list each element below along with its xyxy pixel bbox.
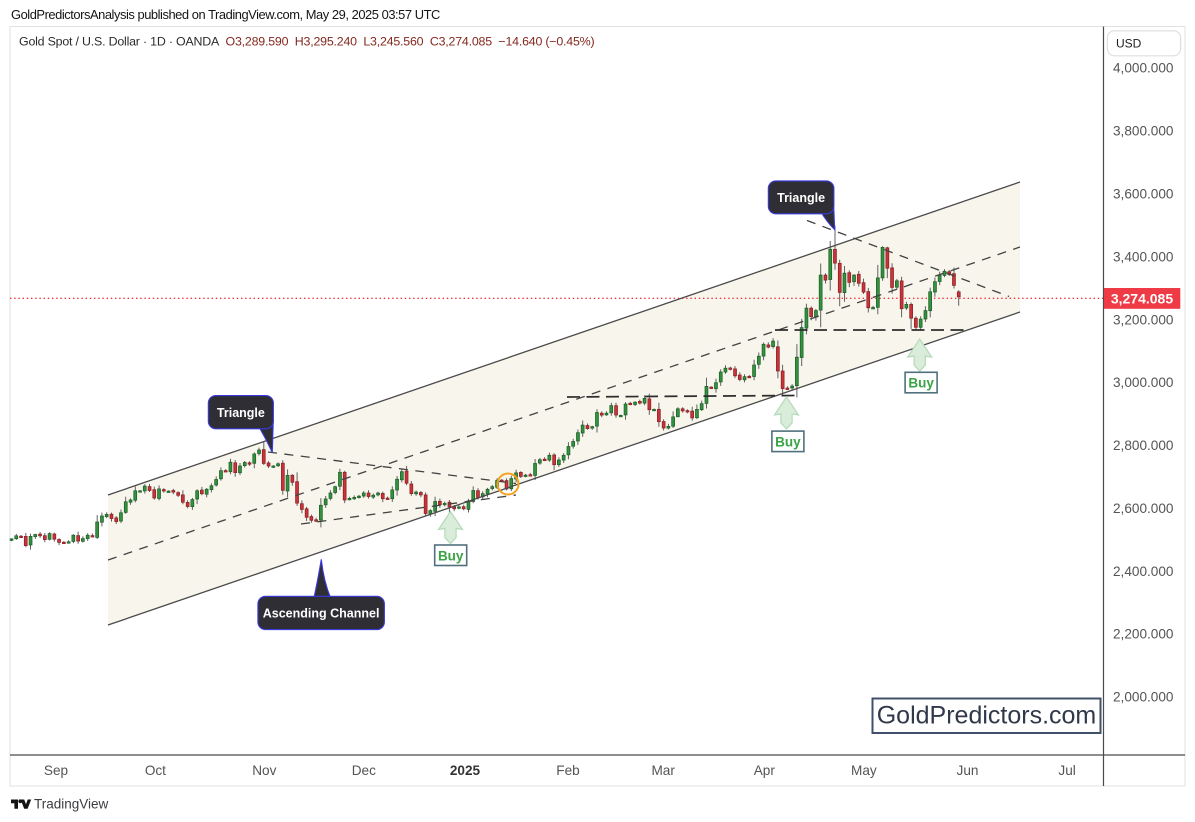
- svg-text:2,200.000: 2,200.000: [1113, 627, 1174, 642]
- svg-text:Apr: Apr: [754, 763, 776, 778]
- svg-text:GoldPredictors.com: GoldPredictors.com: [877, 702, 1097, 730]
- svg-text:Mar: Mar: [651, 763, 675, 778]
- svg-text:Nov: Nov: [252, 763, 276, 778]
- svg-text:Triangle: Triangle: [777, 191, 825, 205]
- svg-text:3,200.000: 3,200.000: [1113, 312, 1174, 327]
- svg-text:Feb: Feb: [556, 763, 579, 778]
- svg-text:Gold Spot / U.S. Dollar · 1D ·: Gold Spot / U.S. Dollar · 1D · OANDA O3,…: [19, 35, 594, 49]
- svg-text:May: May: [851, 763, 877, 778]
- svg-text:2025: 2025: [450, 763, 481, 778]
- svg-text:Buy: Buy: [438, 548, 464, 563]
- svg-text:TradingView: TradingView: [34, 797, 109, 812]
- svg-text:Jun: Jun: [957, 763, 979, 778]
- svg-text:3,800.000: 3,800.000: [1113, 124, 1174, 139]
- svg-text:3,274.085: 3,274.085: [1111, 290, 1173, 306]
- svg-text:3,600.000: 3,600.000: [1113, 187, 1174, 202]
- svg-text:4,000.000: 4,000.000: [1113, 61, 1174, 76]
- svg-text:Sep: Sep: [44, 763, 68, 778]
- svg-text:USD: USD: [1116, 37, 1142, 51]
- svg-text:3,000.000: 3,000.000: [1113, 375, 1174, 390]
- svg-text:GoldPredictorsAnalysis publish: GoldPredictorsAnalysis published on Trad…: [11, 7, 440, 22]
- svg-text:Buy: Buy: [775, 434, 801, 449]
- svg-text:2,000.000: 2,000.000: [1113, 690, 1174, 705]
- svg-text:2,400.000: 2,400.000: [1113, 564, 1174, 579]
- svg-text:3,400.000: 3,400.000: [1113, 249, 1174, 264]
- svg-text:Ascending Channel: Ascending Channel: [263, 607, 380, 621]
- svg-text:Dec: Dec: [352, 763, 376, 778]
- svg-text:2,800.000: 2,800.000: [1113, 438, 1174, 453]
- svg-text:Jul: Jul: [1058, 763, 1075, 778]
- svg-text:Oct: Oct: [145, 763, 166, 778]
- svg-text:Triangle: Triangle: [217, 406, 265, 420]
- svg-text:Buy: Buy: [908, 376, 934, 391]
- svg-text:2,600.000: 2,600.000: [1113, 501, 1174, 516]
